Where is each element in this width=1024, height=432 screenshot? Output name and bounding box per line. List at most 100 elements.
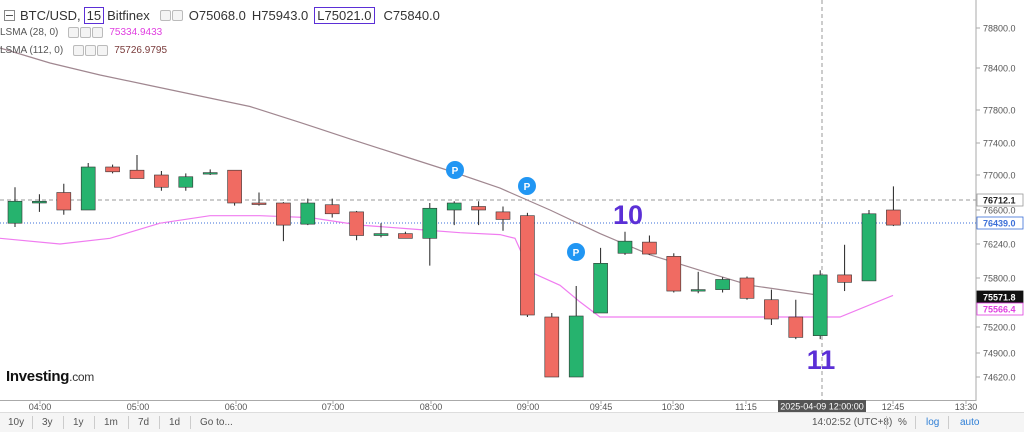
- candle-body: [471, 206, 486, 211]
- time-tick-label: 10:30: [662, 402, 685, 412]
- candle-body: [812, 274, 828, 336]
- price-tick-label: 76600.0: [983, 206, 1016, 216]
- candle-body: [80, 166, 96, 211]
- candle-body: [56, 192, 72, 211]
- chart-legend: BTC/USD, 15 Bitfinex O75068.0 H75943.0 L…: [0, 0, 980, 60]
- indicator-lsma28: LSMA (28, 0) 75334.9433: [0, 27, 162, 38]
- investing-logo: Investing.com: [6, 368, 94, 385]
- candle-body: [129, 169, 145, 179]
- candle-body: [105, 166, 120, 173]
- candle-body: [7, 200, 23, 224]
- eye-icon[interactable]: [73, 45, 85, 56]
- price-label-box: [976, 193, 1024, 207]
- time-tick-label: 08:00: [420, 402, 443, 412]
- close-value: C75840.0: [383, 8, 440, 23]
- candle-body: [593, 263, 608, 314]
- range-1y[interactable]: 1y: [73, 417, 84, 428]
- candle-body: [642, 241, 657, 255]
- time-tick-label: 09:45: [590, 402, 613, 412]
- price-tick-label: 75200.0: [983, 323, 1016, 333]
- candle-body: [276, 202, 291, 226]
- candle-body: [886, 209, 901, 226]
- candle-body: [544, 316, 560, 378]
- candle-body: [32, 200, 47, 204]
- collapse-legend-icon[interactable]: [4, 10, 15, 21]
- p-marker: [518, 177, 536, 195]
- annotation-number: 10: [613, 200, 643, 230]
- low-value: L75021.0: [314, 7, 375, 24]
- p-marker: [567, 243, 585, 261]
- range-3y[interactable]: 3y: [42, 417, 53, 428]
- indicator-name[interactable]: LSMA (28, 0): [0, 27, 59, 38]
- price-tick-label: 77800.0: [983, 106, 1016, 116]
- eye-icon[interactable]: [159, 10, 171, 21]
- time-tick-label: 09:00: [517, 402, 540, 412]
- indicator-value: 75726.9795: [114, 45, 168, 56]
- candle-body: [788, 316, 804, 338]
- settings-icon[interactable]: [80, 27, 92, 38]
- price-label-box: [976, 302, 1024, 316]
- series-controls[interactable]: [159, 10, 183, 21]
- indicator-controls[interactable]: [73, 45, 109, 56]
- time-tick-label: 12:45: [882, 402, 905, 412]
- close-icon[interactable]: [97, 45, 109, 56]
- candle-body: [154, 174, 169, 188]
- price-tick-label: 74620.0: [983, 373, 1016, 383]
- candle-body: [202, 172, 218, 175]
- candle-body: [324, 204, 340, 215]
- candle-body: [690, 289, 706, 292]
- auto-toggle[interactable]: auto: [960, 417, 980, 428]
- price-label-text: 75566.4: [983, 305, 1016, 315]
- range-7d[interactable]: 7d: [138, 417, 150, 428]
- candle-body: [764, 299, 779, 320]
- price-label-box: [976, 216, 1024, 230]
- time-tick-label: 11:15: [735, 402, 757, 412]
- lsma28-line: [0, 215, 894, 318]
- indicator-name[interactable]: LSMA (112, 0): [0, 45, 64, 56]
- bottom-toolbar: 10y 3y 1y 1m 7d 1d Go to... 14:02:52 (UT…: [0, 412, 1024, 432]
- price-tick-label: 74900.0: [983, 349, 1016, 359]
- candle-body: [739, 277, 755, 299]
- log-toggle[interactable]: log: [926, 417, 940, 428]
- price-label-text: 76712.1: [983, 196, 1016, 206]
- price-tick-label: 75800.0: [983, 274, 1016, 284]
- symbol-name[interactable]: BTC/USD,: [20, 8, 81, 23]
- p-marker-label: P: [524, 182, 531, 193]
- candle-body: [715, 279, 730, 290]
- candle-body: [837, 274, 852, 283]
- indicator-controls[interactable]: [68, 27, 104, 38]
- p-marker-label: P: [452, 166, 459, 177]
- settings-icon[interactable]: [85, 45, 97, 56]
- crosshair-time-box: [778, 400, 866, 412]
- time-tick-label: 07:00: [322, 402, 345, 412]
- price-tick-label: 78400.0: [983, 64, 1016, 74]
- candle-body: [349, 211, 364, 236]
- p-marker-label: P: [573, 248, 580, 259]
- range-1m[interactable]: 1m: [104, 417, 118, 428]
- time-tick-label: 05:00: [127, 402, 150, 412]
- candle-body: [495, 211, 511, 220]
- candle-body: [178, 176, 194, 188]
- time-tick-label: 13:30: [955, 402, 978, 412]
- percent-toggle[interactable]: %: [898, 417, 907, 428]
- clock: 14:02:52 (UTC+8): [812, 417, 893, 428]
- candle-body: [422, 207, 438, 239]
- exchange-name: Bitfinex: [107, 8, 150, 23]
- p-marker: [446, 161, 464, 179]
- interval-value[interactable]: 15: [83, 7, 105, 24]
- settings-icon[interactable]: [171, 10, 183, 21]
- range-1d[interactable]: 1d: [169, 417, 181, 428]
- candle-body: [251, 202, 267, 205]
- candle-body: [373, 233, 389, 236]
- candle-body: [666, 256, 682, 292]
- close-icon[interactable]: [92, 27, 104, 38]
- candle-body: [398, 233, 413, 239]
- crosshair-time-label: 2025-04-09 12:00:00: [780, 402, 864, 412]
- goto-button[interactable]: Go to...: [200, 417, 233, 428]
- price-tick-label: 77000.0: [983, 171, 1016, 181]
- eye-icon[interactable]: [68, 27, 80, 38]
- range-10y[interactable]: 10y: [8, 417, 25, 428]
- lsma112-line: [0, 47, 821, 296]
- annotation-number: 11: [807, 345, 836, 375]
